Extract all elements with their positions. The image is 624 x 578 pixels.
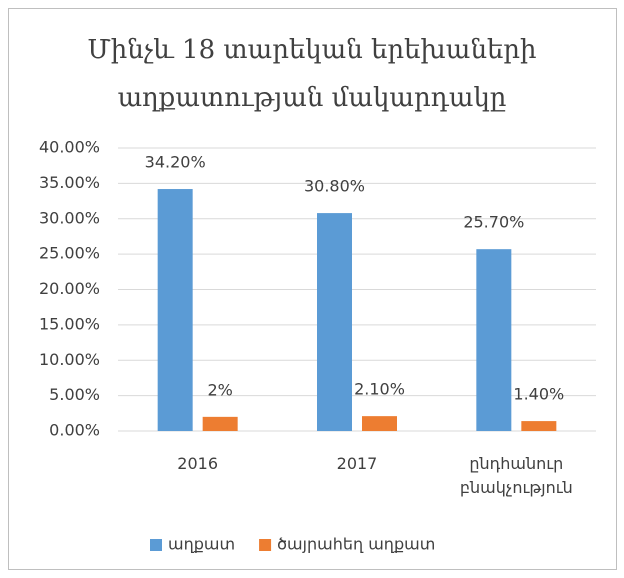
legend-swatch (150, 539, 162, 551)
y-tick-label: 15.00% (39, 314, 100, 333)
bar (202, 416, 238, 431)
data-label: 30.80% (304, 177, 365, 196)
y-tick-label: 25.00% (39, 244, 100, 263)
legend-label: ծայրահեղ աղքատ (277, 535, 435, 554)
y-tick-label: 10.00% (39, 350, 100, 369)
y-tick-label: 20.00% (39, 279, 100, 298)
x-tick-label: 2017 (336, 454, 378, 473)
chart-frame (8, 8, 617, 570)
x-tick-label: ընդհանուր բնակչություն (459, 454, 573, 497)
y-tick-label: 30.00% (39, 208, 100, 227)
y-tick-label: 0.00% (49, 421, 100, 440)
legend-label: աղքատ (168, 535, 235, 554)
data-label: 34.20% (145, 153, 206, 172)
bar (157, 189, 193, 431)
chart-title: Մինչև 18 տարեկան երեխաների աղքատության մ… (87, 35, 537, 113)
bar (521, 421, 557, 431)
bar (476, 249, 512, 431)
data-label: 1.40% (513, 385, 564, 404)
x-tick-label: 2016 (177, 454, 219, 473)
bar (362, 416, 397, 431)
y-tick-label: 40.00% (39, 138, 100, 157)
legend-swatch (259, 539, 272, 551)
data-label: 2.10% (354, 380, 405, 399)
bar (317, 213, 352, 431)
y-tick-label: 35.00% (39, 173, 100, 192)
data-label: 25.70% (463, 213, 524, 232)
y-tick-label: 5.00% (49, 385, 100, 404)
data-label: 2% (207, 380, 232, 399)
